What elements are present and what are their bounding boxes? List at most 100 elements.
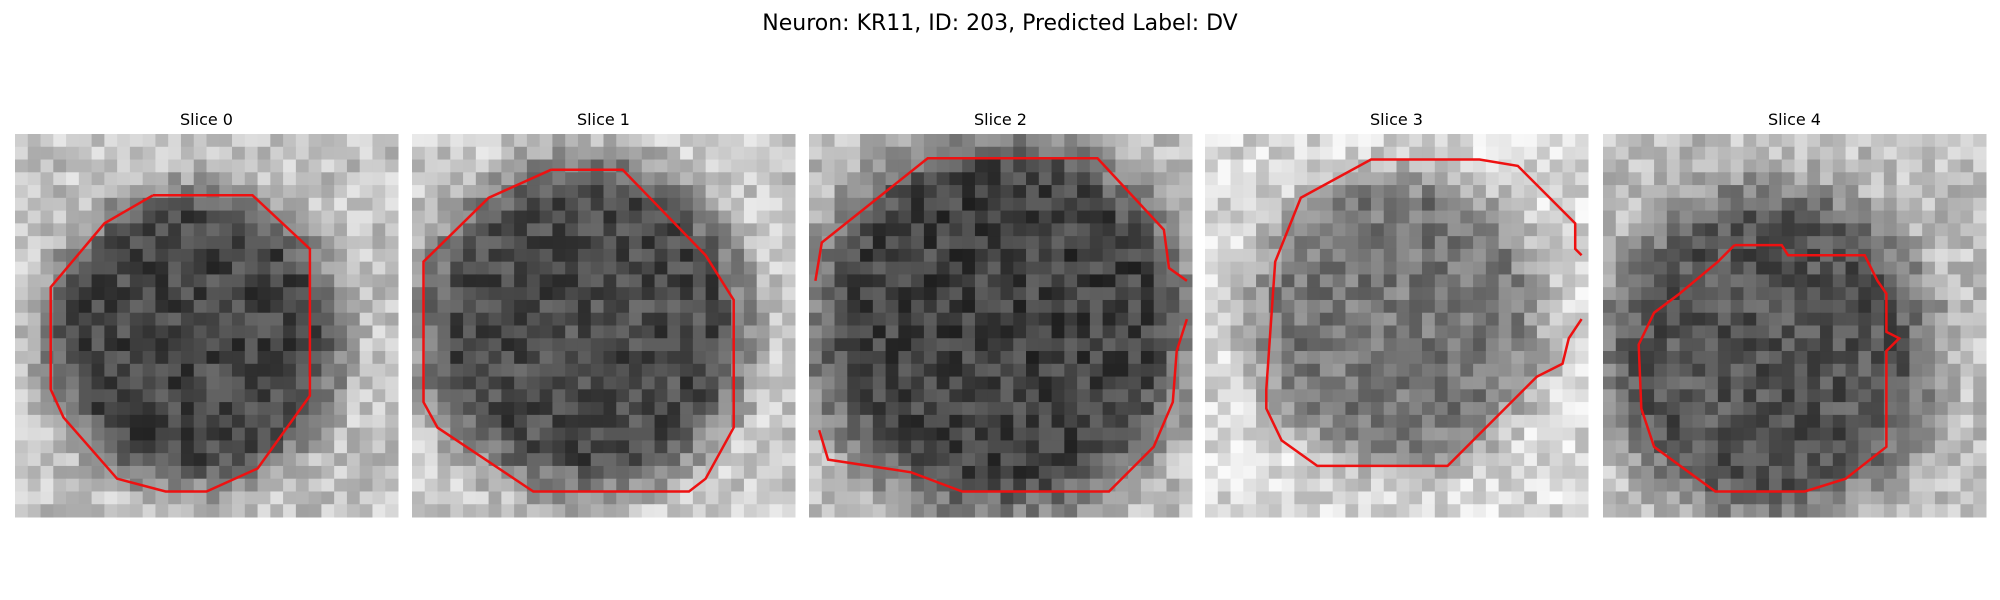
pixel xyxy=(718,389,732,403)
pixel xyxy=(1549,261,1563,275)
pixel xyxy=(590,427,604,441)
pixel xyxy=(1205,248,1219,263)
pixel xyxy=(15,453,29,467)
pixel xyxy=(756,312,770,326)
pixel xyxy=(629,363,643,378)
pixel xyxy=(257,312,271,326)
pixel xyxy=(321,465,335,480)
pixel xyxy=(1705,504,1719,518)
pixel xyxy=(629,351,643,365)
pixel xyxy=(743,159,758,173)
pixel xyxy=(308,491,322,505)
pixel xyxy=(1832,159,1847,173)
pixel xyxy=(1319,402,1334,416)
pixel xyxy=(1140,274,1155,288)
pixel xyxy=(372,197,386,212)
pixel xyxy=(1447,274,1461,288)
pixel xyxy=(1307,504,1321,518)
pixel xyxy=(1205,134,1219,148)
pixel xyxy=(1832,376,1847,390)
pixel xyxy=(1294,146,1308,161)
pixel xyxy=(860,185,874,199)
pixel xyxy=(629,134,643,148)
pixel xyxy=(1256,427,1270,441)
pixel xyxy=(1434,504,1449,518)
pixel xyxy=(27,223,42,237)
pixel xyxy=(1077,236,1091,250)
pixel xyxy=(1026,478,1040,492)
pixel xyxy=(616,325,630,339)
pixel xyxy=(1460,338,1474,352)
pixel xyxy=(1947,210,1961,224)
pixel xyxy=(847,351,861,365)
pixel xyxy=(232,376,246,390)
pixel xyxy=(641,274,656,288)
pixel xyxy=(1871,185,1885,199)
pixel xyxy=(1922,172,1936,186)
pixel xyxy=(1820,491,1834,505)
pixel xyxy=(1603,402,1617,416)
pixel xyxy=(1422,261,1436,275)
pixel xyxy=(1000,376,1014,390)
pixel xyxy=(1730,402,1744,416)
pixel xyxy=(1205,236,1219,250)
pixel xyxy=(1460,236,1474,250)
pixel xyxy=(1524,491,1538,505)
pixel xyxy=(834,185,848,199)
pixel xyxy=(987,197,1001,212)
pixel xyxy=(155,363,169,378)
pixel xyxy=(718,146,732,161)
pixel xyxy=(1832,299,1847,314)
pixel xyxy=(450,376,464,390)
pixel xyxy=(731,210,745,224)
pixel xyxy=(590,223,604,237)
pixel xyxy=(1038,440,1053,454)
pixel xyxy=(1281,351,1295,365)
pixel xyxy=(680,159,694,173)
pixel xyxy=(1102,236,1116,250)
pixel xyxy=(1383,402,1397,416)
pixel xyxy=(872,478,887,492)
pixel xyxy=(769,287,783,301)
pixel xyxy=(1243,197,1257,212)
pixel xyxy=(1153,338,1167,352)
pixel xyxy=(872,338,887,352)
pixel xyxy=(1781,478,1795,492)
pixel xyxy=(629,491,643,505)
pixel xyxy=(1294,491,1308,505)
pixel xyxy=(283,261,297,275)
pixel xyxy=(1858,504,1872,518)
pixel xyxy=(244,312,259,326)
pixel xyxy=(1102,325,1116,339)
pixel xyxy=(1256,478,1270,492)
pixel xyxy=(782,376,796,390)
pixel xyxy=(15,159,29,173)
pixel xyxy=(1319,504,1334,518)
pixel xyxy=(872,427,887,441)
pixel xyxy=(1922,453,1936,467)
pixel xyxy=(923,491,938,505)
pixel xyxy=(1934,299,1949,314)
pixel xyxy=(1628,223,1642,237)
pixel xyxy=(1345,210,1359,224)
pixel xyxy=(117,223,131,237)
pixel xyxy=(1051,338,1065,352)
pixel xyxy=(1666,325,1681,339)
pixel xyxy=(475,402,490,416)
pixel xyxy=(514,465,528,480)
pixel xyxy=(1756,146,1770,161)
pixel xyxy=(1217,185,1232,199)
pixel xyxy=(1934,210,1949,224)
pixel xyxy=(1756,414,1770,429)
pixel xyxy=(78,414,93,429)
pixel xyxy=(1628,376,1642,390)
pixel xyxy=(743,312,758,326)
pixel xyxy=(244,402,259,416)
pixel xyxy=(1077,197,1091,212)
pixel xyxy=(412,146,426,161)
pixel xyxy=(705,504,719,518)
pixel xyxy=(847,465,861,480)
pixel xyxy=(667,453,681,467)
pixel xyxy=(1307,312,1321,326)
pixel xyxy=(1768,427,1783,441)
